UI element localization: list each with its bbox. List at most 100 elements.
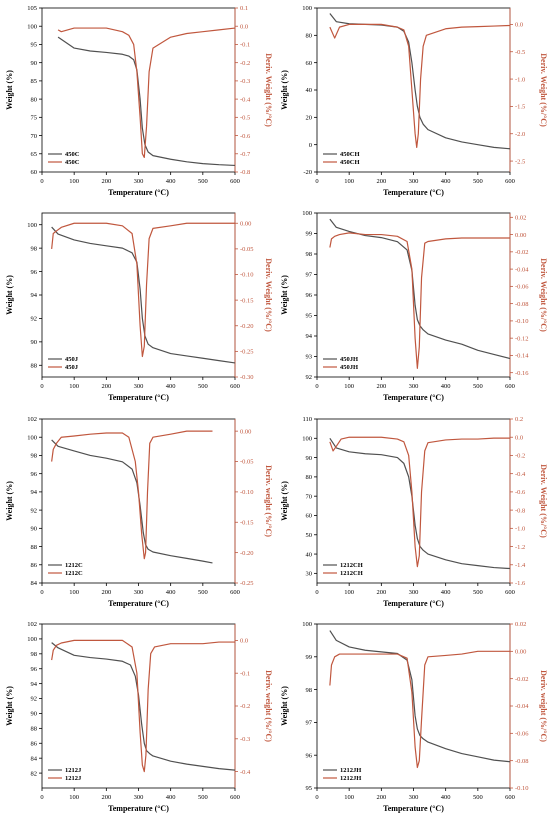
- legend-label: 450JH: [340, 356, 358, 363]
- y2-tick-label: -0.10: [515, 785, 529, 792]
- y-tick-label: 70: [306, 493, 313, 500]
- x-axis-label: Temperature (°C): [383, 599, 444, 608]
- y2-tick-label: -0.10: [515, 318, 529, 325]
- y-tick-label: 95: [31, 42, 38, 49]
- y2-tick-label: -0.08: [515, 758, 529, 765]
- x-tick-label: 300: [134, 794, 144, 801]
- x-tick-label: 400: [166, 383, 176, 390]
- chart-svg: 0 100 200 300 400 500 600 92 93 94 95 96 97 98 99 100 -0…: [280, 210, 548, 402]
- x-tick-label: 200: [101, 178, 111, 185]
- y-tick-label: 105: [27, 5, 37, 12]
- x-tick-label: 200: [101, 589, 111, 596]
- deriv-weight-series-line: [329, 436, 510, 568]
- y2-tick-label: -0.12: [515, 335, 529, 342]
- x-tick-label: 0: [315, 794, 318, 801]
- x-tick-label: 600: [230, 178, 240, 185]
- y2-tick-label: -0.4: [515, 471, 526, 478]
- x-tick-label: 300: [409, 178, 419, 185]
- weight-series-line: [57, 36, 236, 167]
- x-tick-label: 400: [441, 178, 451, 185]
- deriv-weight-series-line: [329, 650, 510, 769]
- y2-axis-label: Deriv. weight (%/°C): [264, 670, 273, 742]
- x-tick-label: 600: [230, 794, 240, 801]
- y-tick-label: 86: [31, 562, 38, 569]
- x-axis-label: Temperature (°C): [383, 188, 444, 197]
- y2-tick-label: -1.2: [515, 544, 525, 551]
- chart-svg: 0 100 200 300 400 500 600 95 96 97 98 99 100 -0.10 -0.…: [280, 621, 548, 813]
- y2-tick-label: -0.10: [240, 489, 254, 496]
- y2-tick-label: 0.00: [240, 220, 251, 227]
- y-tick-label: 90: [306, 455, 313, 462]
- y2-tick-label: -0.04: [515, 266, 529, 273]
- x-tick-label: 100: [344, 794, 354, 801]
- y-tick-label: 0: [309, 142, 312, 149]
- y-tick-label: 96: [306, 292, 313, 299]
- y-tick-label: 90: [31, 711, 38, 718]
- chart-panel-1212j: 0 100 200 300 400 500 600 82 84 86 88 90 92 94 96 98 100…: [0, 616, 275, 821]
- deriv-weight-series-line: [51, 222, 235, 358]
- plot-frame: [316, 623, 511, 789]
- y2-tick-label: -0.20: [240, 550, 254, 557]
- x-axis-label: Temperature (°C): [383, 804, 444, 813]
- y2-tick-label: -0.06: [515, 731, 529, 738]
- y2-tick-label: 0.02: [515, 215, 526, 222]
- y-tick-label: 84: [31, 580, 38, 587]
- y-axis-label: Weight (%): [280, 686, 289, 726]
- y-tick-label: 90: [31, 60, 38, 67]
- y2-tick-label: 0.02: [515, 621, 526, 628]
- y-tick-label: 97: [306, 720, 313, 727]
- legend-label: 450C: [65, 159, 80, 166]
- weight-series-line: [329, 437, 511, 570]
- y2-tick-label: 0.00: [515, 649, 526, 656]
- x-tick-label: 100: [69, 794, 79, 801]
- y2-tick-label: -1.5: [515, 104, 525, 111]
- y-tick-label: 100: [27, 636, 37, 643]
- x-tick-label: 0: [40, 794, 43, 801]
- x-tick-label: 600: [505, 794, 515, 801]
- y2-axis-label: Deriv. Weight (%/°C): [539, 53, 548, 127]
- x-tick-label: 500: [198, 589, 208, 596]
- x-tick-label: 100: [69, 589, 79, 596]
- legend-label: 450J: [65, 356, 79, 363]
- y2-axis-label: Deriv. weight (%/°C): [539, 670, 548, 742]
- y2-tick-label: -0.06: [515, 284, 529, 291]
- y2-tick-label: -0.3: [240, 736, 250, 743]
- weight-series-line: [51, 226, 236, 364]
- y2-tick-label: -0.02: [515, 249, 529, 256]
- x-tick-label: 500: [473, 383, 483, 390]
- x-tick-label: 300: [134, 383, 144, 390]
- y-tick-label: 98: [31, 453, 38, 460]
- x-axis-label: Temperature (°C): [383, 393, 444, 402]
- plot-frame: [316, 7, 511, 173]
- y2-tick-label: -0.1: [240, 42, 250, 49]
- weight-series-line: [51, 642, 236, 771]
- y2-axis-label: Deriv. Weight (%/°C): [539, 258, 548, 332]
- y-tick-label: 88: [31, 362, 38, 369]
- y2-tick-label: -0.1: [240, 670, 250, 677]
- y2-tick-label: -0.15: [240, 519, 254, 526]
- x-tick-label: 600: [230, 383, 240, 390]
- y-tick-label: 96: [31, 471, 38, 478]
- x-tick-label: 500: [473, 178, 483, 185]
- chart-panel-450j: 0 100 200 300 400 500 600 88 90 92 94 96 98 100 -0.30 -…: [0, 205, 275, 410]
- y-tick-label: 99: [306, 231, 313, 238]
- y2-tick-label: -0.2: [240, 703, 250, 710]
- deriv-weight-series-line: [329, 23, 511, 148]
- y2-tick-label: -0.6: [240, 133, 251, 140]
- y2-tick-label: -0.30: [240, 374, 254, 381]
- plot-frame: [316, 418, 511, 584]
- legend-label: 450CH: [340, 151, 360, 158]
- x-tick-label: 600: [230, 589, 240, 596]
- y-tick-label: 65: [31, 151, 38, 158]
- y-axis-label: Weight (%): [5, 686, 14, 726]
- y-tick-label: 80: [31, 96, 38, 103]
- y-tick-label: 90: [31, 526, 38, 533]
- x-tick-label: 100: [69, 383, 79, 390]
- y-tick-label: 84: [31, 755, 38, 762]
- legend-label: 450J: [65, 364, 79, 371]
- y2-tick-label: -0.05: [240, 246, 254, 253]
- y2-tick-label: 0.1: [240, 5, 248, 12]
- y-tick-label: 82: [31, 770, 38, 777]
- y2-tick-label: 0.0: [240, 638, 248, 645]
- x-tick-label: 200: [376, 383, 386, 390]
